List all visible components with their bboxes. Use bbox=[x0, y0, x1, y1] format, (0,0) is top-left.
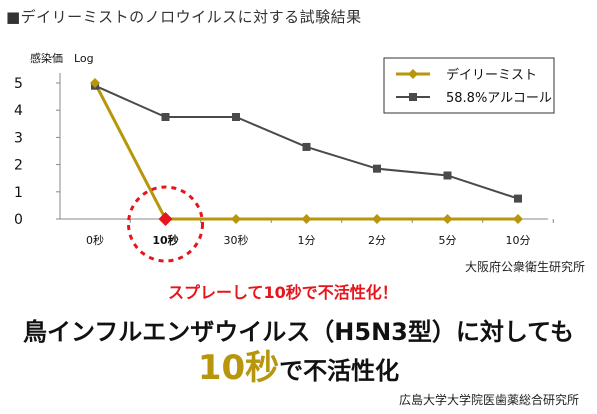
y-tick-label: 0 bbox=[14, 212, 23, 228]
data-point bbox=[513, 214, 523, 224]
y-tick-label: 4 bbox=[14, 103, 23, 119]
data-point bbox=[231, 214, 241, 224]
y-tick-label: 3 bbox=[14, 130, 23, 146]
data-point bbox=[514, 194, 522, 203]
data-point bbox=[302, 142, 311, 151]
x-tick-label: 2分 bbox=[368, 234, 386, 247]
x-tick-label: 10秒 bbox=[152, 233, 178, 247]
y-axis-label: 感染価 Log bbox=[30, 51, 94, 65]
data-point bbox=[443, 171, 452, 180]
data-point bbox=[442, 214, 453, 224]
y-tick-label: 2 bbox=[14, 158, 23, 174]
series-layer bbox=[90, 78, 523, 226]
headline-line2: 10秒で不活性化 bbox=[0, 340, 597, 389]
highlight-layer bbox=[127, 185, 204, 263]
chart-title: ■デイリーミストのノロウイルスに対する試験結果 bbox=[6, 8, 362, 26]
data-point bbox=[161, 113, 170, 121]
data-point bbox=[232, 113, 240, 121]
x-tick-label: 1分 bbox=[298, 234, 316, 247]
data-point bbox=[90, 78, 100, 88]
axes: 感染価 Log 0 1 2 3 4 5 0秒 10秒 30秒 1分 2分 5分 10分 bbox=[14, 51, 554, 247]
headline-emphasis: 10秒 bbox=[197, 348, 280, 388]
data-point bbox=[158, 212, 173, 226]
line-chart: 感染価 Log 0 1 2 3 4 5 0秒 10秒 30秒 1分 2分 5分 10分 デイリーミスト 58… bbox=[14, 51, 555, 263]
legend: デイリーミスト 58.8%アルコール bbox=[383, 57, 555, 114]
legend-label: 58.8%アルコール bbox=[446, 91, 552, 106]
legend-label: デイリーミスト bbox=[446, 67, 537, 83]
legend-marker bbox=[408, 69, 418, 79]
x-tick-label: 5分 bbox=[439, 234, 457, 247]
x-tick-label: 0秒 bbox=[86, 233, 104, 247]
y-tick-label: 5 bbox=[14, 76, 23, 92]
data-point bbox=[372, 214, 382, 224]
x-tick-label: 30秒 bbox=[224, 233, 249, 247]
y-tick-label: 1 bbox=[14, 185, 23, 201]
chart-source: 大阪府公衆衛生研究所 bbox=[464, 260, 585, 274]
highlight-circle bbox=[127, 185, 204, 263]
legend-marker bbox=[409, 93, 417, 101]
footer-source: 広島大学大学院医歯薬総合研究所 bbox=[398, 393, 579, 407]
data-point bbox=[373, 164, 381, 173]
callout-text: スプレーして10秒で不活性化！ bbox=[168, 283, 398, 302]
headline-line1: 鳥インフルエンザウイルス（H5N3型）に対しても bbox=[23, 318, 574, 346]
x-tick-label: 10分 bbox=[506, 234, 531, 247]
data-point bbox=[301, 214, 312, 224]
headline-rest: で不活性化 bbox=[279, 357, 400, 385]
legend-box bbox=[383, 57, 555, 114]
